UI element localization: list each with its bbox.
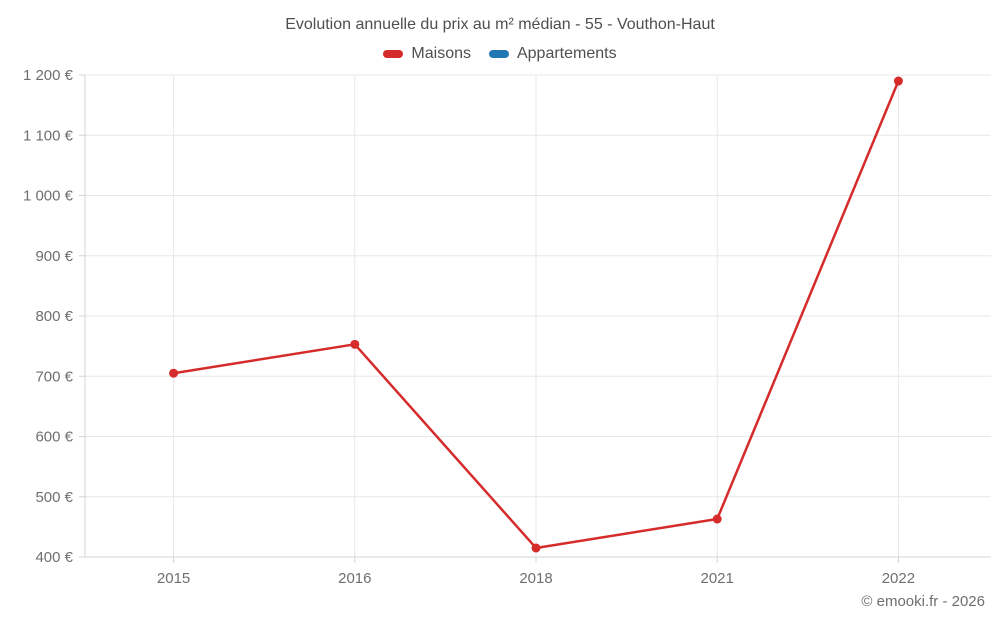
data-point-maisons[interactable] [531,543,541,553]
x-axis-label: 2018 [519,570,552,587]
data-point-maisons[interactable] [712,514,722,524]
y-axis-label: 1 200 € [23,67,74,84]
legend-item-maisons[interactable]: Maisons [383,45,471,63]
chart-legend: Maisons Appartements [0,45,1000,63]
chart-title: Evolution annuelle du prix au m² médian … [285,16,715,33]
data-point-maisons[interactable] [893,76,903,86]
legend-label-maisons: Maisons [411,45,471,62]
y-axis-label: 1 000 € [23,188,74,205]
x-axis-label: 2015 [157,570,190,587]
appartements-series-swatch-icon [488,50,509,58]
y-axis-label: 900 € [35,248,73,265]
legend-item-appartements[interactable]: Appartements [488,45,617,63]
y-axis-label: 800 € [35,308,73,325]
legend-label-appartements: Appartements [516,45,617,62]
copyright-credit: © emooki.fr - 2026 [861,593,985,610]
data-point-maisons[interactable] [169,368,179,378]
x-axis-label: 2021 [701,570,734,587]
y-axis-label: 500 € [35,489,73,506]
y-axis-label: 1 100 € [23,127,74,144]
data-point-maisons[interactable] [350,339,360,349]
y-axis-label: 600 € [35,429,73,446]
maisons-series-swatch-icon [383,50,404,58]
y-axis-label: 400 € [35,549,73,566]
x-axis-label: 2016 [338,570,371,587]
y-axis-label: 700 € [35,368,73,385]
x-axis-label: 2022 [882,570,915,587]
